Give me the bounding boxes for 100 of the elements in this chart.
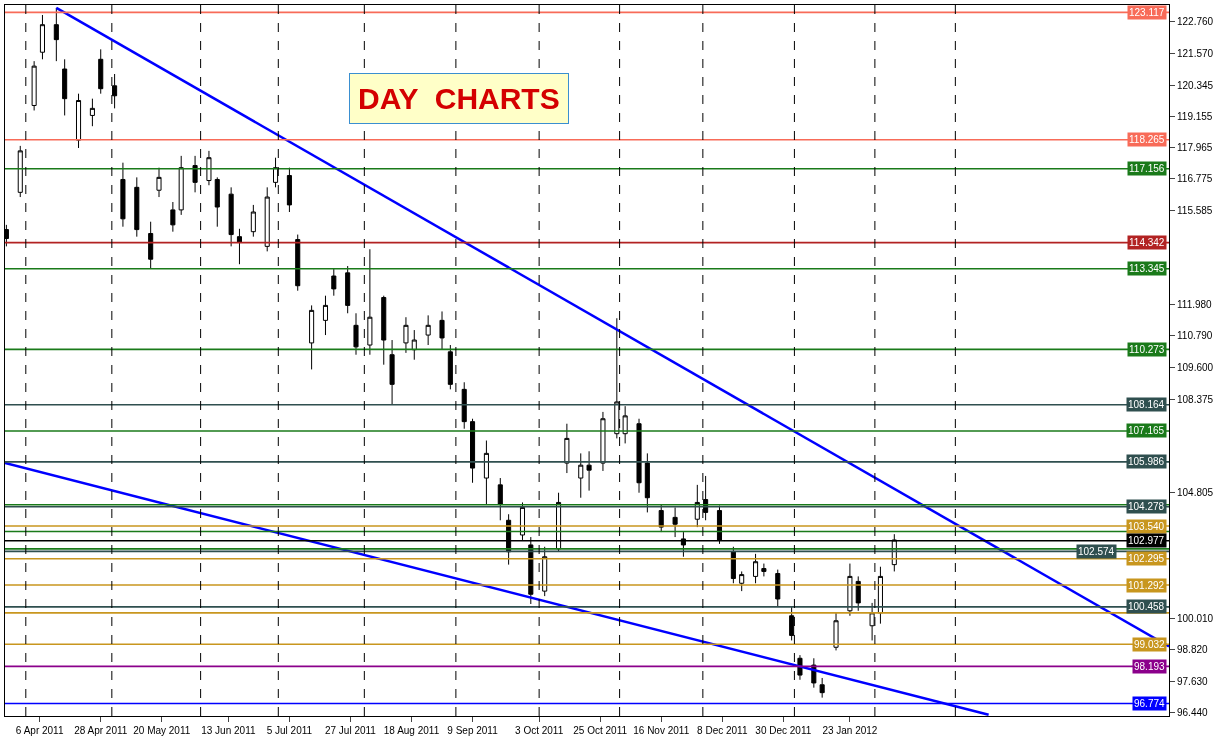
candlestick xyxy=(600,411,606,472)
candlestick xyxy=(264,186,270,252)
candlestick xyxy=(331,267,337,297)
ref-line-label: 99.032 xyxy=(1134,639,1166,650)
x-tick-label: 28 Apr 2011 xyxy=(74,725,128,736)
candlestick xyxy=(470,418,476,484)
y-tick-label: 111.980 xyxy=(1177,299,1213,311)
x-tick-label: 6 Apr 2011 xyxy=(15,725,64,736)
x-tick-label: 3 Oct 2011 xyxy=(515,725,564,736)
candlestick xyxy=(134,176,140,238)
candlestick xyxy=(578,452,584,499)
y-tick-label: 96.440 xyxy=(1177,706,1209,718)
y-tick-label: 98.820 xyxy=(1177,644,1209,656)
y-tick-label: 115.585 xyxy=(1177,204,1213,216)
candlestick xyxy=(644,452,650,513)
candlestick xyxy=(17,145,23,198)
y-tick-label: 122.760 xyxy=(1177,16,1214,28)
candlestick xyxy=(53,7,59,62)
annotation: DAY CHARTS xyxy=(358,82,560,115)
candlestick xyxy=(120,162,126,228)
candlestick xyxy=(98,48,104,95)
x-tick-label: 27 Jul 2011 xyxy=(324,725,377,736)
candlestick xyxy=(483,440,489,506)
y-tick-label: 109.600 xyxy=(1177,361,1214,373)
ref-line-label: 107.165 xyxy=(1128,425,1165,436)
ref-line-label: 108.164 xyxy=(1128,399,1165,410)
candlestick xyxy=(345,265,351,314)
candlestick xyxy=(89,98,95,127)
candlestick xyxy=(192,155,198,193)
candlestick xyxy=(775,569,781,607)
candlestick xyxy=(322,295,329,336)
y-tick-label: 120.345 xyxy=(1177,79,1214,91)
y-tick-label: 100.010 xyxy=(1177,613,1214,625)
ref-line-label: 110.273 xyxy=(1129,344,1165,355)
y-tick-label: 108.375 xyxy=(1177,393,1214,405)
candlestick xyxy=(206,150,212,186)
candlestick xyxy=(753,553,759,584)
y-tick-label: 116.775 xyxy=(1177,173,1213,185)
candlestick xyxy=(31,60,37,111)
candlestick xyxy=(170,201,176,233)
x-tick-label: 13 Jun 2011 xyxy=(201,725,256,736)
y-tick-label: 121.570 xyxy=(1177,47,1214,59)
ref-line-label: 118.265 xyxy=(1129,134,1165,145)
y-tick-label: 119.155 xyxy=(1177,110,1213,122)
candlestick xyxy=(250,204,256,238)
ref-line-label: 113.345 xyxy=(1129,263,1165,274)
candlestick xyxy=(39,14,45,60)
y-tick-label: 117.965 xyxy=(1177,142,1213,154)
candlestick xyxy=(309,304,315,370)
candlestick xyxy=(739,570,745,592)
x-tick-label: 9 Sep 2011 xyxy=(447,725,499,736)
candlestick xyxy=(672,506,678,538)
ref-line-label: 100.458 xyxy=(1128,601,1165,612)
x-tick-label: 25 Oct 2011 xyxy=(573,725,628,736)
ref-line-label: 102.295 xyxy=(1128,553,1165,564)
candlestick xyxy=(761,563,767,577)
ref-line-label: 105.986 xyxy=(1128,456,1165,467)
candlestick xyxy=(353,312,359,356)
candlestick xyxy=(295,234,301,292)
y-tick-label: 104.805 xyxy=(1177,487,1214,499)
candlestick xyxy=(855,575,861,612)
ref-line-label: 104.278 xyxy=(1128,501,1165,512)
ref-line-label: 117.156 xyxy=(1129,163,1165,174)
ref-line-label: 98.193 xyxy=(1134,661,1166,672)
candlestick xyxy=(389,339,395,405)
candlestick xyxy=(586,450,592,492)
candlestick xyxy=(156,167,162,198)
candlestick xyxy=(847,563,853,617)
candlestick xyxy=(425,314,431,346)
ref-line-label: 102.977 xyxy=(1128,535,1165,546)
x-tick-label: 16 Nov 2011 xyxy=(633,725,690,736)
x-tick-label: 5 Jul 2011 xyxy=(266,725,313,736)
candlestick xyxy=(214,176,220,228)
candlestick xyxy=(403,316,409,354)
candlestick xyxy=(178,155,184,216)
candlestick xyxy=(658,504,664,533)
candlestick xyxy=(833,612,839,651)
ref-line-label: 96.774 xyxy=(1134,698,1166,709)
ref-line-label: 103.540 xyxy=(1128,521,1165,532)
y-tick-label: 97.630 xyxy=(1177,675,1209,687)
x-tick-label: 20 May 2011 xyxy=(133,725,191,736)
candlestick xyxy=(819,677,825,699)
candlestick xyxy=(411,329,417,361)
candlestick xyxy=(236,228,242,265)
x-tick-label: 18 Aug 2011 xyxy=(383,725,440,736)
x-tick-label: 30 Dec 2011 xyxy=(755,725,812,736)
x-tick-label: 23 Jan 2012 xyxy=(822,725,878,736)
candlestick xyxy=(367,248,373,356)
ref-line-label: 102.574 xyxy=(1078,546,1115,557)
candlestick xyxy=(622,405,628,444)
candlestick xyxy=(461,381,467,430)
candlestick xyxy=(439,310,445,351)
candlestick xyxy=(381,295,387,366)
candlestick xyxy=(228,186,234,247)
candlestick xyxy=(62,58,68,116)
candlestick xyxy=(447,344,453,390)
candlestick xyxy=(564,423,570,474)
candlestick xyxy=(497,477,503,521)
y-tick-label: 110.790 xyxy=(1177,330,1213,342)
ref-line-label: 101.292 xyxy=(1128,580,1165,591)
